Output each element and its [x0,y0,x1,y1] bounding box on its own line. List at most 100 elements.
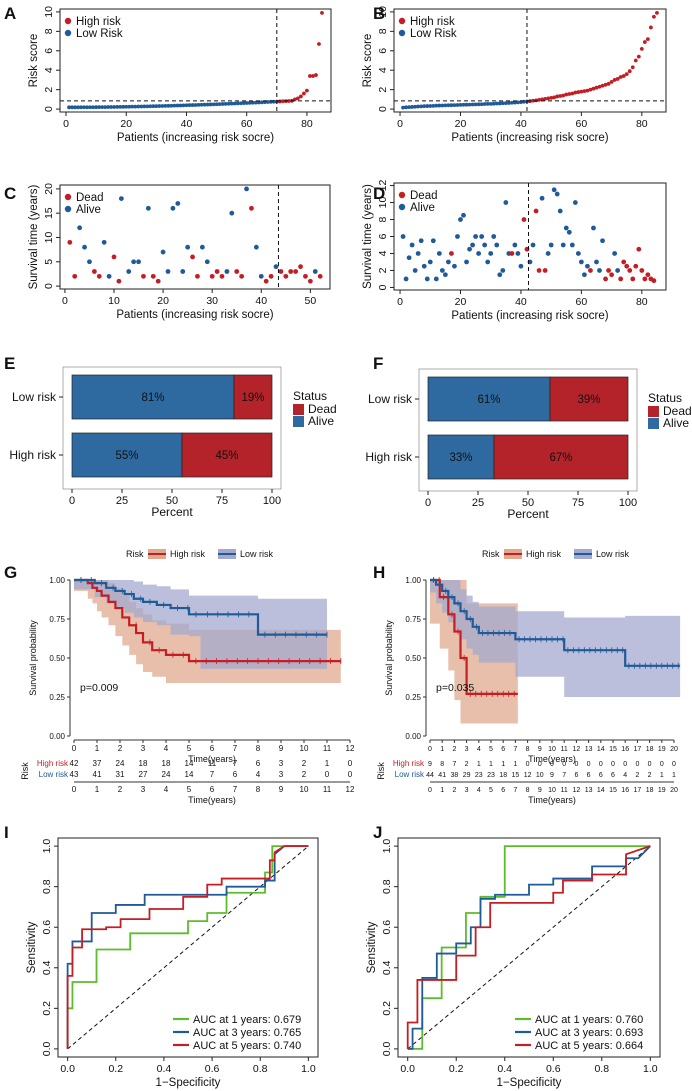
dead-point [651,278,657,284]
risk-table-value: 7 [233,759,238,768]
risk-point [103,105,108,109]
risk-point [133,104,138,109]
x-tick-label: 7 [513,746,517,753]
x-axis-label: Patients (increasing risk socre) [116,309,273,321]
risk-point [506,101,511,105]
y-tick-label: 0.00 [405,732,421,741]
y-axis-label: Survival time (years) [28,184,40,289]
risk-point [509,100,514,105]
risk-table-time-label: 3 [465,787,469,794]
alive-point [421,263,427,269]
risk-table-value: 6 [256,759,261,768]
risk-point [452,103,457,108]
alive-point [461,212,466,218]
risk-point [555,94,560,99]
plot-frame [57,837,319,1058]
y-tick-label: 0.4 [41,960,53,975]
alive-point [442,272,448,278]
y-tick-label: 0.25 [405,693,421,702]
risk-point [473,102,478,107]
risk-point [564,92,569,97]
alive-point [418,238,424,244]
legend-label: Dead [663,404,692,418]
dead-point [630,276,636,282]
x-tick-label: 14 [597,746,605,753]
risk-table-time-label: 2 [452,787,456,794]
y-tick-label: 0.2 [41,1001,53,1016]
risk-point [655,10,659,15]
risk-table-value: 0 [325,770,330,779]
alive-point [145,205,151,211]
risk-point [585,88,590,93]
risk-table-time-label: 8 [526,787,530,794]
risk-table-value: 31 [116,770,125,779]
panel-label: A [4,4,16,23]
risk-table-row-label: Low risk [39,770,69,779]
risk-point [567,92,572,96]
panel-label: H [373,563,385,582]
dead-point [449,251,454,256]
legend-label: AUC at 1 years: 0.760 [535,1014,643,1026]
y-tick-label: 0 [43,106,55,112]
risk-table-value: 0 [611,761,615,768]
alive-point [464,259,469,265]
risk-point [253,100,258,105]
risk-point [485,102,490,106]
alive-point [312,269,318,274]
y-tick-label: 4 [377,67,389,73]
roc-curve [407,845,651,1050]
legend-label: High risk [410,16,455,28]
alive-point [600,238,605,244]
panel-label: B [373,4,385,23]
panel-label: J [373,823,382,842]
risk-table-time-label: 1 [95,785,100,794]
alive-point [224,269,230,274]
legend-marker [64,29,72,37]
alive-point [118,196,124,202]
y-tick-label: 0.50 [405,654,421,663]
risk-table-value: 3 [279,770,284,779]
y-tick-label: 1.0 [41,839,53,854]
risk-point [226,101,231,106]
risk-table-row-label: High risk [393,759,425,768]
x-tick-label: 0 [428,746,432,753]
legend-marker [398,17,406,25]
dead-point [618,276,624,282]
alive-point [258,273,264,279]
risk-point [82,105,86,110]
risk-point [455,103,460,107]
risk-point [229,101,234,106]
y-tick-label: 0.75 [405,615,421,624]
dead-point [141,273,146,279]
alive-point [539,195,545,201]
risk-point [615,77,620,81]
alive-point [500,268,506,273]
bar-value-label: 81% [141,392,164,404]
risk-table-value: 6 [587,772,591,779]
risk-point [500,101,505,106]
alive-point [488,251,494,256]
risk-table-row-label: High risk [37,759,69,768]
alive-point [585,263,590,269]
x-tick-label: 3 [465,746,469,753]
legend-marker [64,205,72,213]
dead-point [521,217,527,222]
risk-point [181,103,186,108]
dead-point [116,278,122,284]
panel-label: C [4,184,16,203]
dead-point [509,251,515,256]
dead-point [111,254,117,260]
diagonal-reference [407,845,651,1050]
x-tick-label: 0.2 [449,1063,464,1075]
risk-point [558,94,563,98]
risk-point [187,103,192,108]
x-tick-label: 75 [216,495,228,507]
y-tick-label: 6 [377,48,389,54]
x-tick-label: 0.0 [400,1063,415,1075]
legend-label: High risk [170,549,206,559]
risk-point [612,78,617,82]
dead-point [536,268,542,273]
alive-point [473,234,478,239]
alive-point [476,251,482,256]
alive-point [467,246,472,252]
